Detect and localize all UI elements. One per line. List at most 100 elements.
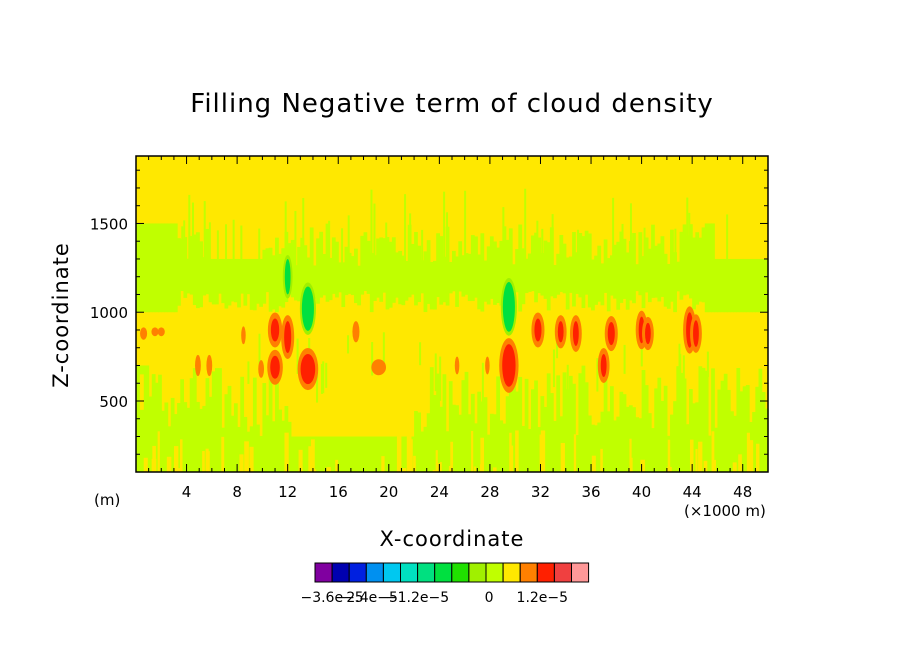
band-spike [284, 201, 287, 267]
x-tick-label: 44 [683, 483, 702, 501]
band-column [622, 394, 627, 472]
band-column [148, 223, 153, 313]
band-column [331, 436, 336, 472]
band-column [707, 223, 712, 313]
band-column [562, 243, 567, 294]
band-column [695, 232, 700, 305]
band-gap [473, 466, 476, 472]
band-column [477, 391, 482, 472]
x-tick-label: 24 [430, 483, 449, 501]
x-tick-label: 40 [632, 483, 651, 501]
band-column [455, 256, 459, 307]
band-column [227, 385, 232, 472]
band-column [587, 233, 592, 308]
x-axis-unit-left: (m) [94, 491, 120, 509]
band-gap [479, 464, 483, 472]
x-axis-label: X-coordinate [380, 527, 525, 551]
band-column [218, 368, 222, 472]
band-column [183, 402, 188, 472]
band-column [436, 233, 440, 298]
anomaly-cell [270, 355, 280, 379]
band-column [322, 436, 327, 472]
band-streak [596, 358, 599, 392]
band-gap [732, 462, 737, 472]
band-column [493, 414, 497, 472]
x-tick-label: 8 [232, 483, 242, 501]
band-streak [325, 362, 328, 388]
band-column [429, 261, 434, 310]
band-spike [502, 207, 505, 267]
x-tick-label: 48 [733, 483, 752, 501]
band-column [537, 237, 542, 294]
band-column [666, 263, 671, 309]
band-column [584, 382, 589, 472]
band-column [379, 237, 384, 302]
band-column [486, 434, 491, 472]
band-column [360, 436, 365, 472]
y-axis-label: Z-coordinate [49, 242, 73, 388]
band-streak [566, 364, 569, 399]
band-streak [434, 353, 437, 392]
band-column [502, 423, 507, 472]
band-spike [183, 220, 186, 267]
band-column [401, 436, 406, 472]
band-column [376, 238, 380, 298]
band-gap [471, 430, 474, 472]
x-tick-label: 32 [531, 483, 550, 501]
band-gap [435, 450, 438, 472]
band-column [151, 374, 156, 472]
band-column [745, 258, 750, 313]
band-spike [446, 212, 449, 267]
colorbar-label: −1.2e−5 [386, 590, 449, 606]
band-column [600, 263, 605, 306]
band-column [660, 401, 665, 472]
band-gap [756, 443, 760, 472]
band-column [164, 223, 169, 313]
band-column [518, 224, 523, 312]
colorbar-swatch [536, 562, 555, 583]
chart-title: Filling Negative term of cloud density [190, 89, 714, 119]
band-column [515, 249, 519, 293]
band-column [259, 435, 263, 472]
band-spike [225, 224, 228, 267]
band-column [139, 223, 143, 313]
band-column [366, 436, 371, 472]
band-column [647, 248, 652, 303]
band-column [486, 246, 491, 305]
band-column [189, 378, 194, 472]
band-column [448, 381, 453, 472]
band-column [499, 420, 504, 472]
band-column [663, 253, 668, 307]
band-gap [202, 451, 205, 472]
band-column [192, 368, 197, 472]
band-column [414, 410, 418, 472]
band-column [335, 241, 339, 298]
band-column [726, 389, 731, 472]
band-column [205, 228, 210, 295]
band-column [357, 265, 361, 306]
band-column [448, 262, 453, 294]
band-spike [188, 194, 191, 267]
band-column [278, 409, 282, 472]
anomaly-cell [693, 320, 699, 347]
band-column [312, 436, 317, 472]
colorbar-swatch [417, 562, 436, 583]
band-spike [216, 230, 219, 267]
band-column [568, 375, 573, 472]
band-column [331, 237, 336, 294]
x-tick-label: 4 [182, 483, 192, 501]
band-gap [629, 438, 632, 472]
band-streak [706, 351, 709, 378]
band-column [575, 252, 579, 294]
band-column [543, 240, 548, 299]
band-column [711, 368, 715, 472]
band-column [192, 234, 197, 306]
band-column [689, 224, 693, 299]
band-gap [173, 446, 179, 472]
band-column [281, 420, 286, 472]
band-column [461, 380, 466, 472]
band-column [319, 231, 324, 298]
band-gap [180, 439, 183, 472]
band-column [591, 259, 595, 311]
